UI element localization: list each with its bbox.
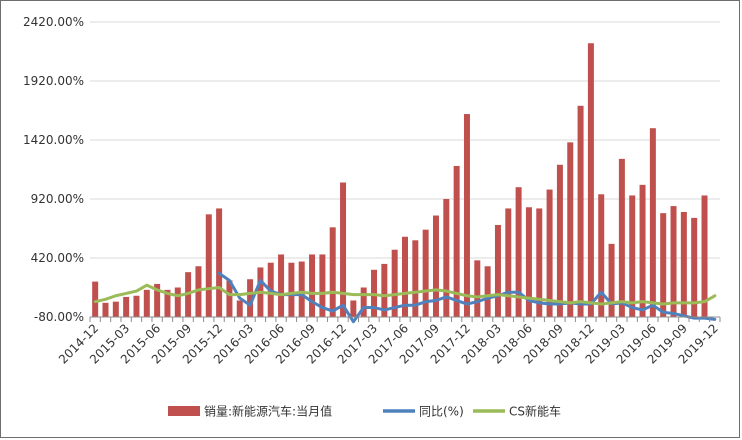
bar (598, 194, 605, 317)
bar (195, 266, 202, 317)
y-tick-label: 1420.00% (23, 133, 84, 147)
bar (577, 105, 584, 317)
y-tick-label: 1920.00% (23, 74, 84, 88)
bar (680, 211, 687, 317)
bar (536, 208, 543, 317)
legend-label: CS新能车 (509, 404, 561, 419)
bar-series (92, 43, 708, 318)
bar (432, 215, 439, 317)
bar (649, 128, 656, 317)
legend-swatch (168, 406, 200, 416)
bar (112, 301, 119, 317)
bar (350, 300, 357, 317)
bar (463, 114, 470, 317)
bar (453, 165, 460, 317)
bar (174, 287, 181, 317)
bar (164, 289, 171, 317)
bar (340, 182, 347, 317)
bar (494, 224, 501, 317)
bar (484, 266, 491, 317)
bar (226, 280, 233, 317)
bar (618, 158, 625, 317)
bar (309, 254, 316, 317)
cs-line (93, 283, 717, 306)
bar (216, 208, 223, 317)
bar (329, 227, 336, 317)
gridlines (90, 21, 720, 259)
bar (474, 260, 481, 317)
bar (92, 281, 99, 317)
bar (515, 187, 522, 317)
bar (205, 214, 212, 317)
bar (567, 142, 574, 317)
bar (319, 254, 326, 317)
bar (288, 262, 295, 317)
legend: 销量:新能源汽车:当月值 同比(%) CS新能车 (168, 404, 561, 419)
bar (143, 289, 150, 317)
bar (546, 189, 553, 317)
bar (556, 164, 563, 317)
bar (123, 296, 130, 317)
bar (660, 213, 667, 317)
bar (691, 217, 698, 317)
legend-item-yoy: 同比(%) (383, 405, 464, 419)
legend-label: 销量:新能源汽车:当月值 (204, 404, 332, 419)
bar (236, 300, 243, 317)
legend-item-cs: CS新能车 (473, 404, 561, 419)
bar (525, 207, 532, 317)
bar (360, 287, 367, 317)
y-tick-label: 2420.00% (23, 15, 84, 29)
line-series (93, 271, 717, 324)
legend-item-sales: 销量:新能源汽车:当月值 (168, 404, 332, 419)
bar (701, 195, 708, 317)
bar (278, 254, 285, 317)
bar (133, 295, 140, 317)
bar (443, 199, 450, 317)
bar (247, 279, 254, 317)
bar (422, 229, 429, 317)
bar (391, 249, 398, 317)
bar (154, 283, 161, 317)
y-tick-label: -80.00% (34, 310, 84, 324)
legend-label: 同比(%) (419, 405, 464, 419)
bar (412, 240, 419, 317)
bar (505, 208, 512, 317)
bar (670, 206, 677, 317)
bar (298, 261, 305, 317)
bar (102, 302, 109, 317)
bar (587, 43, 594, 318)
bar (608, 243, 615, 317)
bar (629, 195, 636, 317)
bar (639, 184, 646, 317)
bar (381, 263, 388, 317)
yoy-line (217, 271, 717, 324)
y-tick-label: 420.00% (31, 251, 84, 265)
y-tick-label: 920.00% (31, 192, 84, 206)
bar (402, 236, 408, 317)
